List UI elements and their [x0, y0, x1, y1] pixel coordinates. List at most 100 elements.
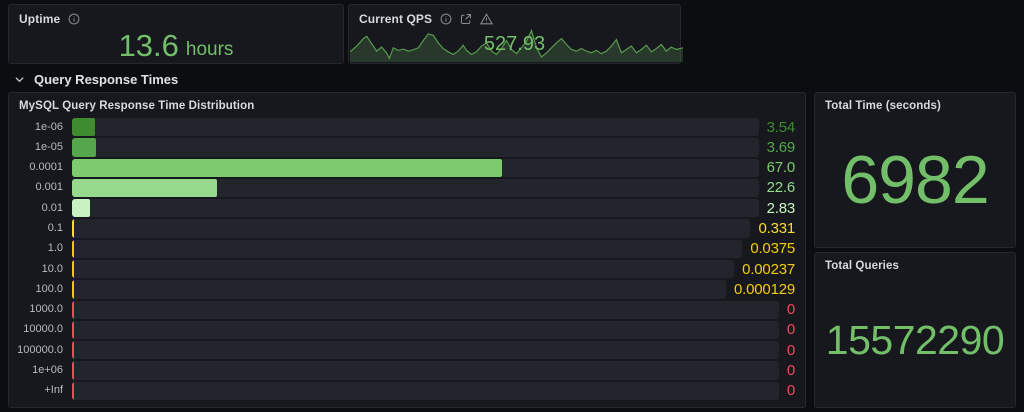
bar-value: 0.0375: [750, 240, 795, 258]
bar-track: [72, 300, 779, 319]
uptime-panel: Uptime 13.6 hours: [8, 4, 344, 64]
bar-track: [72, 158, 759, 177]
bar-fill: [72, 361, 74, 380]
uptime-panel-title: Uptime: [19, 12, 61, 26]
bar-track: [72, 280, 727, 299]
bar-value: 0: [786, 341, 795, 359]
bar-track: [72, 320, 779, 340]
bar-category-label: 100.0: [35, 282, 63, 295]
distribution-panel-header[interactable]: MySQL Query Response Time Distribution: [9, 93, 805, 114]
bar-category-label: 1.0: [47, 242, 63, 255]
bar-row: 10.0 0.00237: [17, 259, 795, 279]
total-time-panel-title: Total Time (seconds): [825, 100, 941, 112]
bar-gauge-rows: 1e-06 3.54 1e-05 3.69 0.0001 67.0 0.001 22.6 0.0…: [17, 118, 795, 400]
bar-fill: [72, 178, 218, 198]
section-query-response-times[interactable]: Query Response Times: [14, 68, 178, 90]
bar-fill: [72, 199, 91, 218]
bar-track: [72, 219, 751, 238]
uptime-value: 13.6 hours: [9, 27, 343, 63]
qps-value: 527.93: [483, 33, 546, 55]
bar-value: 0: [786, 321, 795, 339]
bar-track: [72, 381, 779, 400]
bar-value: 67.0: [766, 159, 796, 177]
bar-track: [72, 138, 759, 157]
bar-category-label: 0.0001: [29, 161, 63, 174]
bar-value: 0: [786, 301, 795, 319]
bar-fill: [72, 280, 74, 299]
bar-row: 0.01 2.83: [17, 199, 796, 218]
bar-row: 100000.0 0: [17, 341, 795, 360]
info-icon[interactable]: [68, 13, 80, 25]
bar-category-label: 1000.0: [29, 303, 63, 316]
bar-fill: [72, 138, 96, 157]
bar-row: 0.0001 67.0: [17, 158, 796, 177]
total-queries-value: 15572290: [825, 316, 1005, 363]
bar-category-label: 1e-06: [34, 120, 63, 133]
bar-fill: [72, 158, 502, 177]
bar-row: 10000.0 0: [17, 320, 795, 340]
bar-value: 0.000129: [734, 280, 795, 298]
info-icon[interactable]: [440, 13, 452, 25]
bar-category-label: 100000.0: [17, 343, 63, 356]
total-queries-panel-title: Total Queries: [825, 260, 899, 272]
bar-value: 0.331: [758, 220, 795, 238]
bar-value: 22.6: [766, 179, 796, 197]
uptime-value-number: 13.6: [118, 27, 179, 63]
bar-fill: [72, 320, 74, 340]
uptime-panel-header[interactable]: Uptime: [9, 5, 343, 28]
warning-triangle-icon[interactable]: [480, 13, 494, 25]
bar-category-label: +Inf: [44, 384, 63, 397]
bar-category-label: 0.001: [35, 181, 63, 194]
bar-track: [72, 259, 735, 279]
bar-row: 1e-05 3.69: [17, 138, 796, 157]
bar-category-label: 10000.0: [23, 323, 63, 336]
bar-value: 3.69: [766, 138, 796, 156]
bar-fill: [72, 239, 74, 258]
chevron-down-icon: [14, 74, 25, 85]
qps-panel-title: Current QPS: [359, 12, 433, 26]
bar-track: [72, 239, 743, 258]
qps-panel-header[interactable]: Current QPS: [349, 5, 680, 28]
bar-value: 0: [786, 382, 795, 400]
distribution-panel: MySQL Query Response Time Distribution 1…: [8, 92, 806, 408]
bar-track: [72, 199, 759, 218]
bar-row: 1e+06 0: [17, 361, 795, 380]
bar-value: 0: [786, 362, 795, 380]
bar-category-label: 1e-05: [34, 140, 63, 153]
bar-fill: [72, 381, 74, 400]
total-time-value: 6982: [841, 142, 989, 218]
total-queries-panel: Total Queries 15572290: [814, 252, 1016, 408]
bar-fill: [72, 219, 75, 238]
bar-value: 2.83: [766, 199, 796, 217]
bar-track: [72, 341, 779, 360]
bar-category-label: 0.1: [47, 222, 63, 235]
bar-track: [72, 361, 779, 380]
current-qps-panel: Current QPS 527.93: [348, 4, 683, 64]
bar-row: 1000.0 0: [17, 300, 795, 319]
total-queries-panel-header[interactable]: Total Queries: [815, 253, 1015, 274]
bar-category-label: 1e+06: [32, 364, 63, 377]
bar-fill: [72, 259, 74, 279]
uptime-value-unit: hours: [185, 38, 234, 60]
bar-category-label: 10.0: [41, 262, 63, 275]
bar-row: 0.001 22.6: [17, 178, 796, 198]
bar-row: 100.0 0.000129: [17, 280, 795, 299]
bar-fill: [72, 118, 95, 137]
distribution-panel-title: MySQL Query Response Time Distribution: [19, 100, 255, 112]
section-label: Query Response Times: [34, 71, 179, 87]
bar-row: 1e-06 3.54: [17, 118, 796, 137]
bar-track: [72, 178, 759, 198]
bar-fill: [72, 300, 74, 319]
bar-value: 0.00237: [742, 260, 795, 278]
bar-category-label: 0.01: [41, 201, 63, 214]
bar-value: 3.54: [766, 118, 796, 136]
bar-row: +Inf 0: [17, 381, 795, 400]
total-time-panel: Total Time (seconds) 6982: [814, 92, 1016, 248]
bar-track: [72, 118, 759, 137]
qps-sparkline: [350, 28, 683, 62]
total-time-panel-header[interactable]: Total Time (seconds): [815, 93, 1015, 114]
external-link-icon[interactable]: [460, 13, 472, 25]
bar-row: 0.1 0.331: [17, 219, 795, 238]
bar-row: 1.0 0.0375: [17, 239, 795, 258]
bar-fill: [72, 341, 74, 360]
